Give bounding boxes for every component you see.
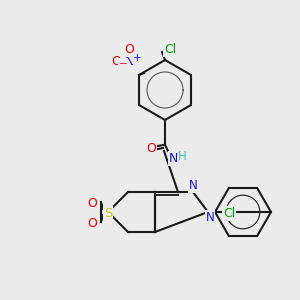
Text: N: N [206, 211, 214, 224]
Text: N: N [124, 55, 134, 68]
Text: N: N [168, 152, 178, 165]
Text: Cl: Cl [223, 207, 235, 220]
Text: O: O [124, 43, 134, 56]
Text: Cl: Cl [164, 43, 176, 56]
Text: O: O [111, 55, 121, 68]
Text: N: N [189, 179, 197, 192]
Text: H: H [178, 150, 186, 163]
Text: −: − [118, 59, 127, 69]
Text: O: O [87, 197, 97, 210]
Text: S: S [104, 207, 112, 220]
Text: +: + [133, 53, 141, 63]
Text: O: O [146, 142, 156, 155]
Text: O: O [87, 217, 97, 230]
